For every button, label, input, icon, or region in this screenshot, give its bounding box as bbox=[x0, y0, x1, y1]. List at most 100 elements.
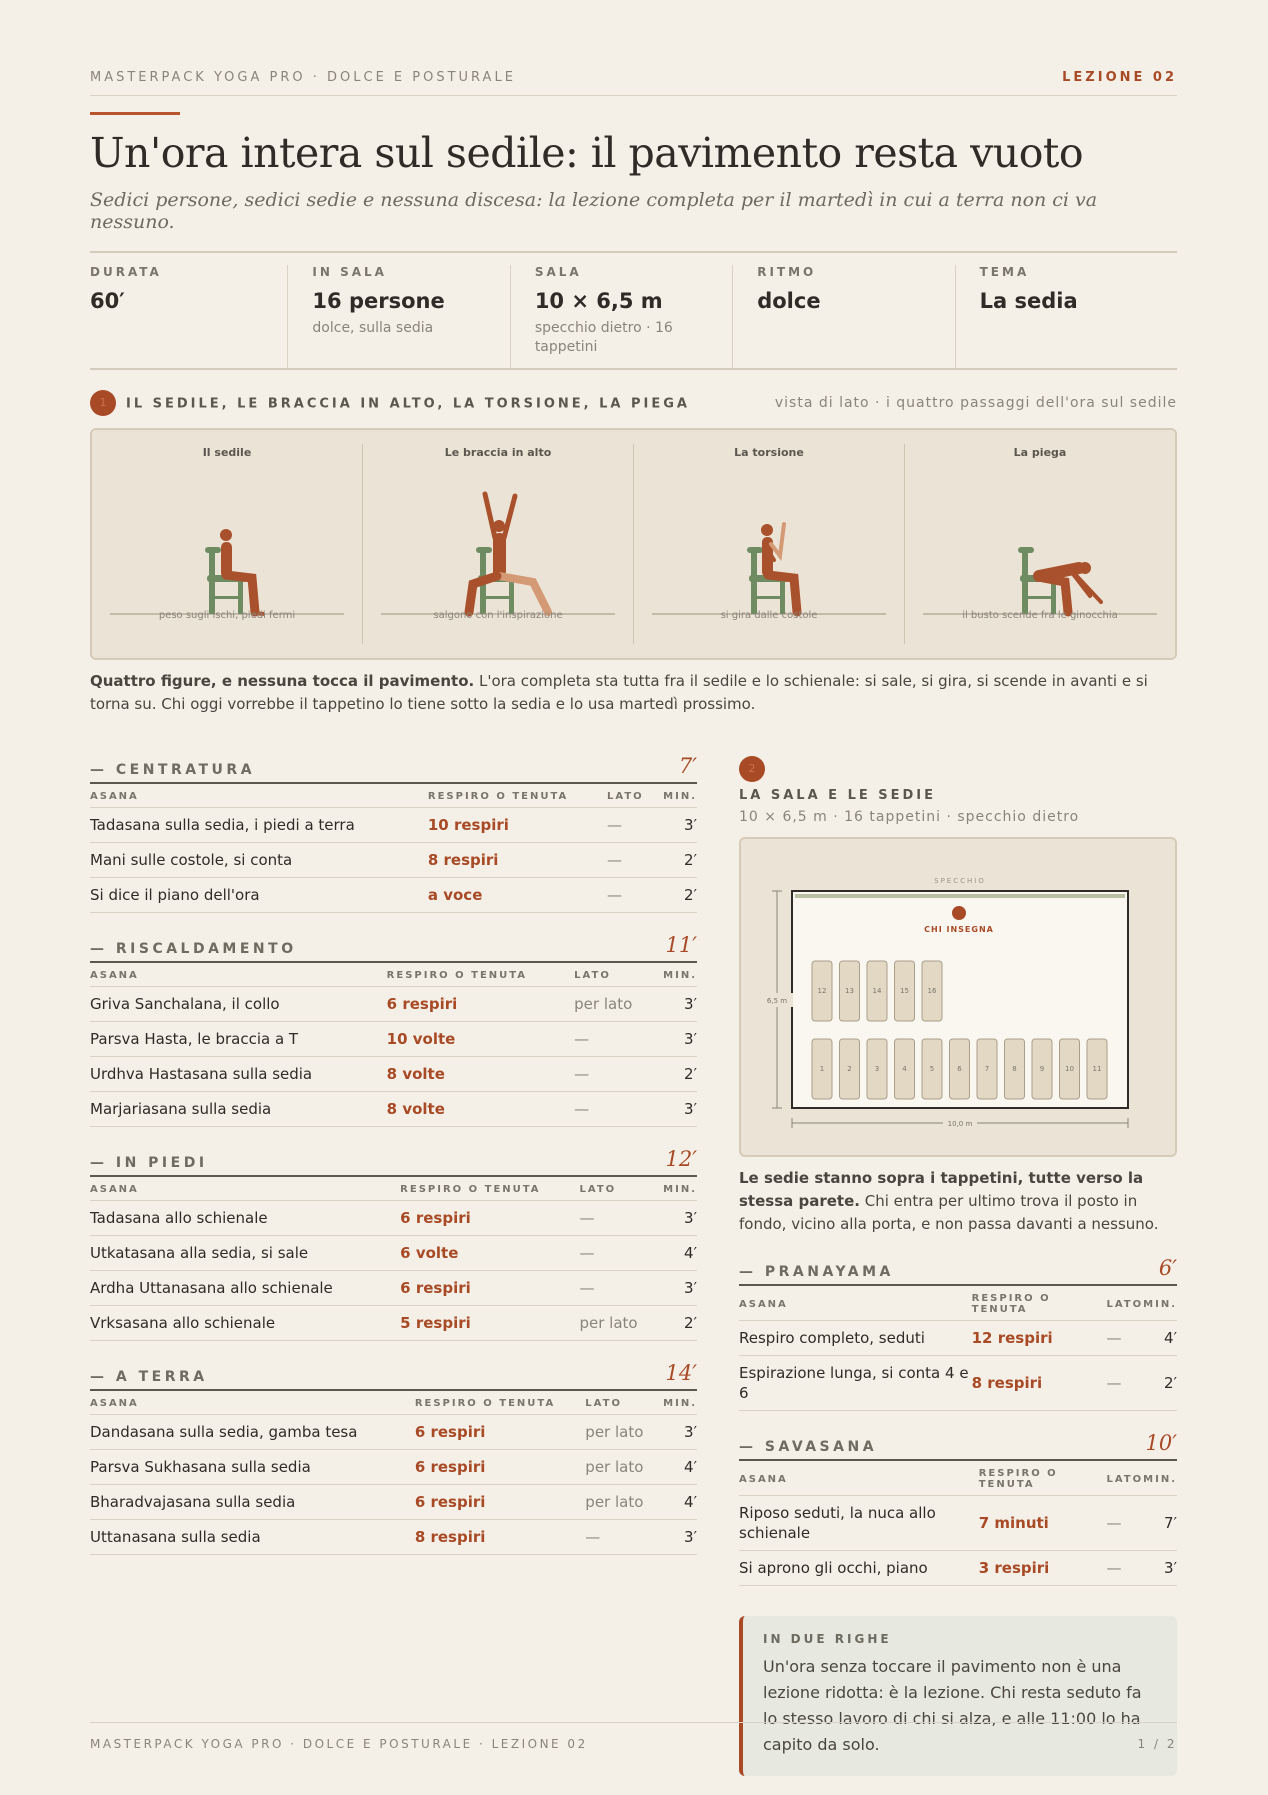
header-row: ASANA RESPIRO O TENUTA LATO MIN. bbox=[739, 1286, 1177, 1321]
row: Marjariasana sulla sedia 8 volte —3′ bbox=[90, 1091, 697, 1127]
stat-note: specchio dietro · 16 tappetini bbox=[534, 320, 673, 355]
mirror bbox=[795, 894, 1125, 898]
header-row: ASANA RESPIRO O TENUTA LATO MIN. bbox=[90, 963, 697, 987]
cell: 6 respiri bbox=[400, 1200, 580, 1236]
seat-number: 6 bbox=[957, 1065, 962, 1073]
sequence-minutes: 7′ bbox=[678, 754, 697, 778]
footer-left: MASTERPACK YOGA PRO · DOLCE E POSTURALE … bbox=[90, 1737, 588, 1751]
sequence-minutes: 12′ bbox=[665, 1147, 698, 1171]
cell: Griva Sanchalana, il collo bbox=[90, 986, 387, 1022]
accent-rule bbox=[90, 112, 180, 115]
brand: MASTERPACK YOGA PRO · DOLCE E POSTURALE bbox=[90, 70, 516, 85]
cell: 8 respiri bbox=[427, 842, 607, 878]
figure-caption: peso sugli ischi, piedi fermi bbox=[158, 610, 296, 621]
section2-subtitle: 10 × 6,5 m · 16 tappetini · specchio die… bbox=[739, 809, 1080, 825]
section2-title: LA SALA E LE SEDIE bbox=[739, 788, 937, 803]
seat bbox=[1031, 1038, 1053, 1100]
stat: RITMO dolce bbox=[732, 265, 954, 368]
header-row: ASANA RESPIRO O TENUTA LATO MIN. bbox=[739, 1461, 1177, 1496]
cell: — bbox=[607, 877, 654, 913]
column-header: ASANA bbox=[739, 1461, 979, 1496]
cell: 4′ bbox=[653, 1235, 697, 1271]
seat bbox=[839, 960, 860, 1022]
cell: — bbox=[1106, 1550, 1144, 1586]
header-row: ASANA RESPIRO O TENUTA LATO MIN. bbox=[90, 1177, 697, 1201]
cell: per lato bbox=[585, 1449, 656, 1485]
figure-title: Le braccia in alto bbox=[444, 446, 552, 459]
summary-text: Un'ora senza toccare il pavimento non è … bbox=[763, 1657, 1142, 1754]
cell: 2′ bbox=[653, 842, 697, 878]
column-header: MIN. bbox=[653, 784, 697, 808]
cell: Si dice il piano dell'ora bbox=[90, 877, 428, 913]
cell: — bbox=[1106, 1355, 1144, 1411]
sequence-table: ASANA RESPIRO O TENUTA LATO MIN. Riposo sedu… bbox=[739, 1461, 1177, 1586]
cell: — bbox=[579, 1200, 654, 1236]
stat-value: 16 persone bbox=[312, 289, 445, 313]
note-text: L'ora completa sta tutta fra il sedile e… bbox=[90, 672, 1148, 713]
cell: Marjariasana sulla sedia bbox=[90, 1091, 387, 1127]
cell: 8 respiri bbox=[414, 1519, 586, 1555]
seat-number: 4 bbox=[902, 1065, 907, 1073]
cell: 2′ bbox=[1143, 1355, 1177, 1411]
sequence-table: ASANA RESPIRO O TENUTA LATO MIN. Tadasana al… bbox=[90, 1177, 697, 1341]
cell: 2′ bbox=[651, 1056, 697, 1092]
cell: per lato bbox=[579, 1305, 654, 1341]
stat-label: TEMA bbox=[979, 265, 1030, 279]
row: Bharadvajasana sulla sedia 6 respiri per l… bbox=[90, 1484, 697, 1520]
stat: DURATA 60′ bbox=[90, 265, 287, 368]
seat-number: 1 bbox=[820, 1065, 824, 1073]
stat: SALA 10 × 6,5 m specchio dietro · 16 tappe… bbox=[509, 265, 732, 368]
sequence-minutes: 11′ bbox=[665, 933, 698, 957]
teacher bbox=[952, 906, 966, 920]
cell: 8 volte bbox=[386, 1056, 575, 1092]
cell: 5 respiri bbox=[400, 1305, 580, 1341]
cell: 8 volte bbox=[386, 1091, 575, 1127]
sequence-table: ASANA RESPIRO O TENUTA LATO MIN. Tadasana su… bbox=[90, 784, 697, 913]
sequence-header: — RISCALDAMENTO 11′ bbox=[90, 933, 697, 963]
column-header: RESPIRO O TENUTA bbox=[971, 1286, 1107, 1321]
sequence-name: — CENTRATURA bbox=[90, 762, 256, 778]
cell: 4′ bbox=[655, 1484, 697, 1520]
cell: 6 respiri bbox=[414, 1414, 586, 1450]
sequence-name: — IN PIEDI bbox=[90, 1155, 208, 1171]
row: Tadasana allo schienale 6 respiri —3′ bbox=[90, 1200, 697, 1236]
column-header: ASANA bbox=[90, 1391, 415, 1415]
seat-number: 13 bbox=[845, 987, 854, 995]
sequence-name: — RISCALDAMENTO bbox=[90, 941, 297, 957]
cell: 10 respiri bbox=[427, 807, 607, 843]
stat: TEMA La sedia bbox=[954, 265, 1177, 368]
subtitle: Sedici persone, sedici sedie e nessuna d… bbox=[90, 189, 1177, 253]
cell: 3′ bbox=[651, 986, 697, 1022]
row: Ardha Uttanasana allo schienale 6 respiri… bbox=[90, 1270, 697, 1306]
seat-number: 2 bbox=[847, 1065, 851, 1073]
summary-label: IN DUE RIGHE bbox=[763, 1632, 892, 1646]
row: Respiro completo, seduti 12 respiri —4′ bbox=[739, 1320, 1177, 1356]
person bbox=[1033, 562, 1103, 617]
sequence-minutes: 10′ bbox=[1145, 1431, 1178, 1455]
badge: 2 bbox=[739, 756, 765, 782]
figure: Il sedile peso sugli ischi, piedi fermi bbox=[92, 444, 362, 644]
cell: 3 respiri bbox=[978, 1550, 1107, 1586]
label-bg bbox=[943, 1117, 977, 1129]
stat-value: La sedia bbox=[979, 289, 1078, 313]
column-header: RESPIRO O TENUTA bbox=[427, 784, 607, 808]
figure: Le braccia in alto salgono con l'inspiraz… bbox=[362, 444, 633, 644]
figure-caption: il busto scende fra le ginocchia bbox=[962, 610, 1118, 621]
column-header: MIN. bbox=[653, 1177, 697, 1201]
cell: per lato bbox=[585, 1414, 656, 1450]
column-header: RESPIRO O TENUTA bbox=[400, 1177, 580, 1201]
cell: 3′ bbox=[653, 807, 697, 843]
row: Griva Sanchalana, il collo 6 respiri per l… bbox=[90, 986, 697, 1022]
person bbox=[220, 529, 265, 617]
section-aside: vista di lato · i quattro passaggi dell'… bbox=[774, 395, 1177, 411]
section-title-group: 1 IL SEDILE, LE BRACCIA IN ALTO, LA TORSI… bbox=[90, 390, 690, 416]
cell: Si aprono gli occhi, piano bbox=[739, 1550, 979, 1586]
cell: Parsva Sukhasana sulla sedia bbox=[90, 1449, 415, 1485]
note-bold: Le sedie stanno sopra i tappetini, tutte… bbox=[739, 1169, 1144, 1210]
sequence-table: ASANA RESPIRO O TENUTA LATO MIN. Dandasana s… bbox=[90, 1391, 697, 1555]
row: Mani sulle costole, si conta 8 respiri —2′ bbox=[90, 842, 697, 878]
seat-number: 5 bbox=[930, 1065, 934, 1073]
column-header: LATO bbox=[1106, 1461, 1144, 1496]
cell: 7′ bbox=[1143, 1495, 1177, 1551]
